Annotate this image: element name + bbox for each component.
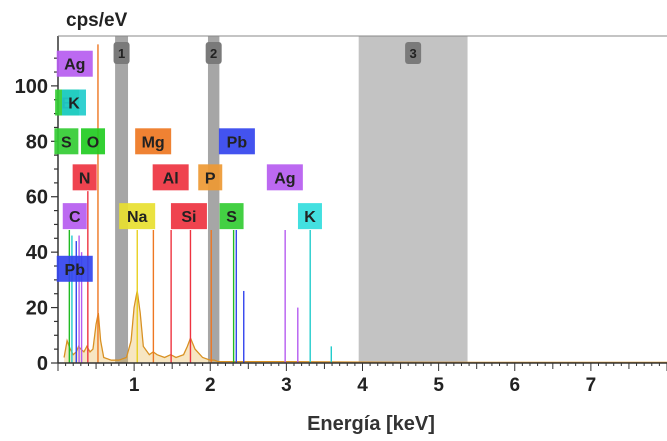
element-label-ag: Ag — [64, 57, 85, 74]
band-label-2: 2 — [210, 46, 217, 61]
element-label-box — [62, 203, 87, 230]
element-label-c: C — [69, 209, 81, 226]
element-label-box — [119, 203, 156, 230]
band-label-1: 1 — [118, 46, 125, 61]
band-tag-1 — [113, 42, 130, 64]
x-tick-label: 3 — [281, 375, 292, 396]
element-label-n: N — [79, 170, 91, 187]
element-label-p: P — [205, 170, 216, 187]
element-label-k: K — [68, 96, 80, 113]
y-tick-label: 60 — [26, 187, 48, 209]
element-label-box — [72, 164, 97, 191]
element-label-pb: Pb — [65, 262, 86, 279]
element-label-box — [219, 203, 244, 230]
element-label-s: S — [226, 209, 237, 226]
element-label-box — [170, 203, 207, 230]
element-label-ag: Ag — [274, 170, 295, 187]
element-label-na: Na — [127, 209, 148, 226]
spectrum-line — [63, 290, 667, 364]
energy-bands: 1 2 3 — [113, 36, 468, 363]
element-label-box — [81, 128, 106, 155]
element-labels: AgBKSONCPbMgPbAlPAgNaSiSK — [54, 50, 322, 282]
x-tick-label: 2 — [205, 375, 216, 396]
band-tag-2 — [205, 42, 222, 64]
band-tag-3 — [405, 42, 422, 64]
element-label-box — [198, 164, 223, 191]
x-tick-label: 6 — [509, 375, 520, 396]
element-label-box — [61, 89, 86, 116]
element-label-k: K — [304, 209, 316, 226]
element-label-box — [152, 164, 189, 191]
y-tick-label: 80 — [26, 131, 48, 153]
y-tick-label: 100 — [15, 76, 48, 98]
element-label-si: Si — [181, 209, 196, 226]
y-axis-label: cps/eV — [66, 10, 128, 31]
y-tick-label: 20 — [26, 298, 48, 320]
element-label-box — [56, 255, 93, 282]
element-label-box — [266, 164, 303, 191]
element-label-box — [54, 128, 79, 155]
band-1 — [115, 36, 129, 363]
element-lines — [68, 44, 332, 363]
spectrum-series — [63, 290, 667, 364]
x-tick-label: 7 — [586, 375, 597, 396]
element-label-box — [218, 128, 255, 155]
element-label-pb: Pb — [227, 134, 248, 151]
element-label-o: O — [87, 134, 99, 151]
y-tick-label: 0 — [37, 353, 48, 375]
x-tick-label: 4 — [357, 375, 368, 396]
band-2 — [207, 36, 220, 363]
element-label-box — [56, 50, 93, 77]
x-tick-label: 1 — [129, 375, 140, 396]
band-3 — [358, 36, 468, 363]
element-label-box — [135, 128, 172, 155]
axes: 0 20 40 60 80 100 1 2 3 4 5 6 7 — [15, 35, 667, 396]
y-tick-label: 40 — [26, 242, 48, 264]
element-label-mg: Mg — [142, 134, 165, 151]
band-label-3: 3 — [410, 46, 417, 61]
element-label-s: S — [61, 134, 72, 151]
x-tick-label: 5 — [433, 375, 444, 396]
x-axis-label: Energía [keV] — [307, 413, 435, 435]
element-label-box — [297, 203, 322, 230]
element-label-al: Al — [163, 170, 179, 187]
